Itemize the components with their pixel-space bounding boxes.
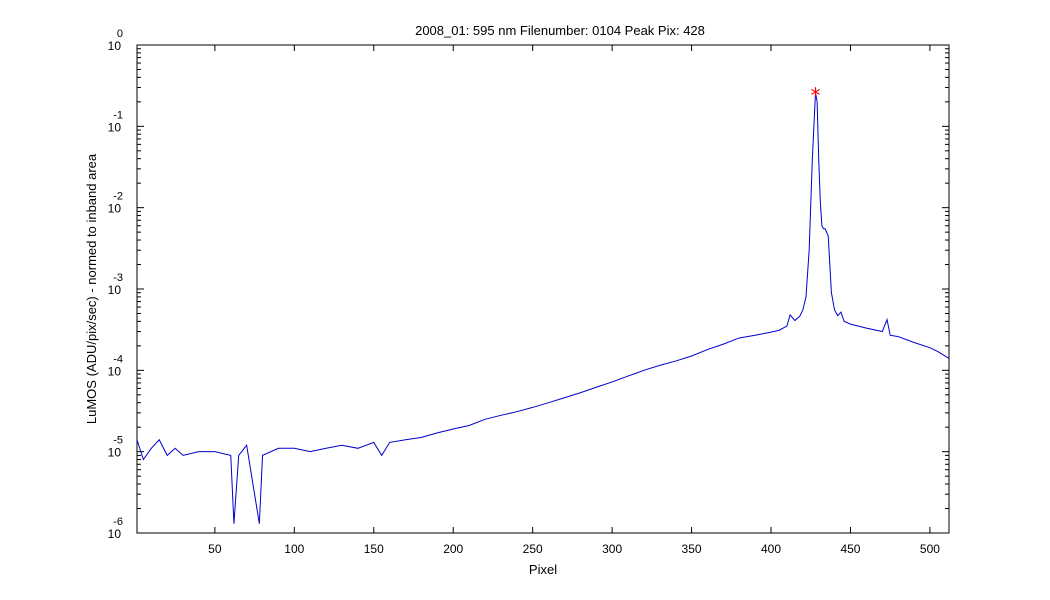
y-tick-label: 10	[108, 120, 122, 134]
y-tick-exponent: -5	[113, 435, 123, 447]
y-tick-exponent: 0	[117, 28, 123, 40]
x-tick-label: 100	[284, 542, 304, 556]
x-tick-label: 500	[920, 542, 940, 556]
x-tick-label: 450	[840, 542, 860, 556]
annotation-layer: *	[811, 84, 821, 108]
y-tick-exponent: -4	[113, 353, 123, 365]
x-tick-label: 350	[682, 542, 702, 556]
plot-frame	[136, 44, 950, 534]
y-tick-label: 10	[108, 202, 122, 216]
peak-marker: *	[811, 84, 821, 108]
y-tick-exponent: -3	[113, 272, 123, 284]
x-axis-ticks: 50 100 150 200 250 300 350 400 450 500	[208, 45, 940, 556]
y-tick-label: 10	[108, 39, 122, 53]
x-tick-label: 250	[523, 542, 543, 556]
chart-title: 2008_01: 595 nm Filenumber: 0104 Peak Pi…	[415, 23, 705, 38]
x-tick-label: 50	[208, 542, 222, 556]
series-layer	[136, 92, 950, 524]
y-axis-title: LuMOS (ADU/pix/sec) - normed to inband a…	[84, 153, 99, 424]
y-tick-label: 10	[108, 283, 122, 297]
y-tick-label: 10	[108, 364, 122, 378]
x-axis-title: Pixel	[529, 562, 557, 577]
x-tick-label: 200	[443, 542, 463, 556]
x-tick-label: 300	[602, 542, 622, 556]
x-tick-label: 150	[364, 542, 384, 556]
spectrum-line	[136, 92, 950, 524]
y-tick-exponent: -1	[113, 109, 123, 121]
y-tick-label: 10	[108, 446, 122, 460]
x-tick-label: 400	[761, 542, 781, 556]
y-tick-exponent: -6	[113, 516, 123, 528]
y-tick-exponent: -2	[113, 191, 123, 203]
y-tick-label: 10	[108, 527, 122, 541]
